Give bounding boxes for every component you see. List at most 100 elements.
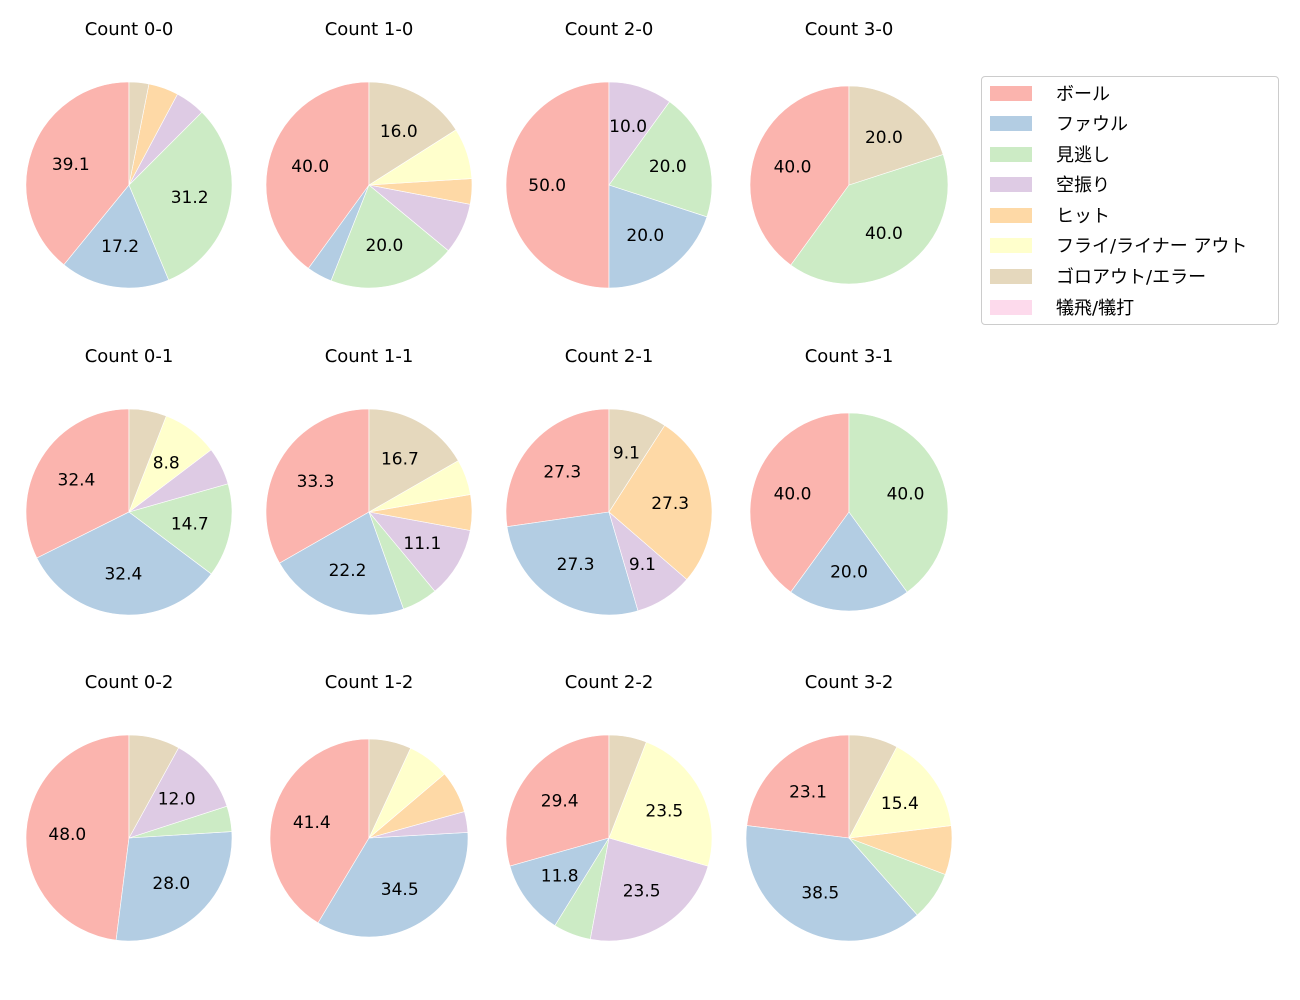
pie-title: Count 0-2 — [85, 672, 174, 693]
pie-slice — [505, 408, 610, 527]
pie-title: Count 2-1 — [565, 346, 654, 367]
legend-item: ボール — [990, 81, 1110, 105]
legend-label: フライ/ライナー アウト — [1056, 236, 1248, 257]
pie-value-label: 22.2 — [329, 561, 367, 581]
pie-chart: 40.0 20.0 40.0 Count 3-1 — [749, 346, 949, 612]
legend-item: 空振り — [990, 172, 1110, 196]
pie-slice — [128, 81, 150, 186]
pie-chart: 27.3 27.3 9.1 27.3 9.1 Count 2-1 — [505, 346, 713, 616]
legend-item: フライ/ライナー アウト — [990, 233, 1247, 257]
pie-slice — [128, 734, 180, 839]
pie-slice — [25, 81, 130, 266]
pie-value-label: 10.0 — [609, 117, 647, 137]
pie-chart: 48.0 28.0 12.0 Count 0-2 — [25, 672, 233, 942]
pie-value-label: 16.0 — [380, 122, 418, 142]
pie-slice — [317, 832, 469, 938]
pie-slice — [848, 746, 952, 839]
pie-slice — [848, 734, 898, 839]
pie-value-label: 23.5 — [623, 881, 661, 901]
pie-value-label: 40.0 — [774, 158, 812, 178]
pie-slice — [608, 408, 666, 514]
pie-value-label: 20.0 — [865, 128, 903, 148]
legend-label: 犠飛/犠打 — [1056, 298, 1135, 319]
legend-label: 空振り — [1056, 175, 1110, 196]
pie-slice — [128, 483, 233, 575]
pie-value-label: 27.3 — [557, 555, 595, 575]
pie-slice — [509, 837, 610, 927]
pie-title: Count 3-1 — [805, 346, 894, 367]
pie-value-label: 16.7 — [381, 449, 419, 469]
pie-chart: 40.0 40.0 20.0 Count 3-0 — [749, 19, 949, 285]
pie-slice — [746, 734, 850, 839]
pie-value-label: 50.0 — [528, 176, 566, 196]
pie-value-label: 11.1 — [403, 534, 441, 554]
pie-value-label: 20.0 — [649, 157, 687, 177]
legend-label: 見逃し — [1056, 145, 1110, 166]
pie-slice — [790, 154, 949, 285]
pie-slice — [330, 184, 449, 289]
pie-slice — [505, 734, 610, 867]
pie-value-label: 29.4 — [541, 792, 579, 812]
pie-slice — [265, 81, 370, 269]
pie-slice — [749, 85, 850, 266]
legend-swatch — [990, 207, 1032, 223]
pie-value-label: 40.0 — [774, 485, 812, 505]
legend-label: ゴロアウト/エラー — [1056, 267, 1207, 288]
legend-label: ファウル — [1056, 114, 1128, 135]
pie-title: Count 1-1 — [325, 346, 414, 367]
legend-item: 犠飛/犠打 — [990, 295, 1134, 319]
pie-chart: 29.4 11.8 23.5 23.5 Count 2-2 — [505, 672, 713, 942]
pie-slice — [128, 408, 167, 513]
pie-slice — [368, 81, 457, 186]
pie-slice — [790, 511, 908, 612]
pie-value-label: 8.8 — [153, 454, 180, 474]
pie-value-label: 9.1 — [629, 555, 656, 575]
legend-item: ファウル — [990, 111, 1128, 135]
pie-slice — [63, 184, 170, 289]
pie-value-label: 20.0 — [626, 226, 664, 246]
pie-slice — [368, 408, 459, 513]
legend-swatch — [990, 85, 1032, 101]
pie-slice — [265, 408, 370, 564]
legend-swatch — [990, 115, 1032, 131]
pie-value-label: 17.2 — [101, 237, 139, 257]
pie-chart: 32.4 32.4 14.7 8.8 Count 0-1 — [25, 346, 233, 616]
legend: ボール ファウル 見逃し 空振り ヒット フライ/ライナー アウト ゴロアウト/… — [981, 76, 1279, 325]
legend-label: ボール — [1056, 84, 1110, 105]
pie-title: Count 0-1 — [85, 346, 174, 367]
legend-item: ヒット — [990, 203, 1110, 227]
pie-value-label: 23.1 — [789, 783, 827, 803]
legend-swatch — [990, 176, 1032, 192]
pie-slice — [608, 734, 647, 839]
pie-value-label: 23.5 — [645, 801, 683, 821]
pie-chart: 41.4 34.5 Count 1-2 — [269, 672, 469, 938]
pie-value-label: 27.3 — [651, 494, 689, 514]
pie-value-label: 12.0 — [158, 790, 196, 810]
pie-value-label: 32.4 — [58, 470, 96, 490]
pie-title: Count 0-0 — [85, 19, 174, 40]
pie-value-label: 14.7 — [171, 514, 209, 534]
pie-slice — [368, 738, 411, 839]
pie-value-label: 28.0 — [152, 874, 190, 894]
pie-title: Count 2-2 — [565, 672, 654, 693]
pie-value-label: 48.0 — [48, 825, 86, 845]
pie-slice — [36, 511, 212, 616]
pie-value-label: 15.4 — [881, 794, 919, 814]
pie-chart: 40.0 20.0 16.0 Count 1-0 — [265, 19, 473, 289]
legend-item: ゴロアウト/エラー — [990, 264, 1206, 288]
pie-value-label: 11.8 — [541, 866, 579, 886]
pie-slice — [128, 747, 228, 839]
pie-slice — [608, 424, 713, 580]
pie-slice — [115, 831, 233, 942]
pie-slice — [608, 741, 713, 867]
pie-slice — [25, 408, 130, 559]
legend-swatch — [990, 146, 1032, 162]
pie-slice — [25, 734, 130, 941]
pie-value-label: 40.0 — [887, 485, 925, 505]
pie-slice — [506, 511, 639, 616]
pie-title: Count 3-0 — [805, 19, 894, 40]
legend-label: ヒット — [1056, 206, 1110, 227]
pie-value-label: 20.0 — [830, 562, 868, 582]
